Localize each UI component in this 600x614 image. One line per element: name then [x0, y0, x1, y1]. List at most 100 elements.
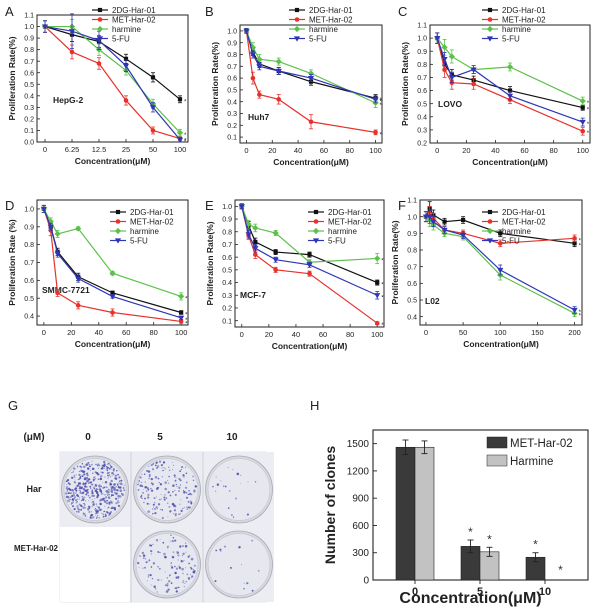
data-point-5-fu: [486, 36, 494, 42]
colony: [70, 476, 74, 480]
colony: [138, 555, 141, 557]
legend-label: 5-FU: [112, 35, 130, 44]
data-point-harmine: [75, 225, 82, 232]
colony: [148, 465, 150, 467]
x-tick-label: 100: [494, 328, 507, 337]
data-point-5-fu: [47, 224, 54, 230]
colony: [87, 494, 90, 497]
series-5-fu: *: [40, 204, 188, 324]
colony: [97, 467, 100, 469]
colony: [118, 476, 121, 479]
x-tick-label: 60: [320, 146, 328, 155]
colony: [107, 506, 110, 509]
colony: [183, 507, 185, 509]
culture-dish: [204, 527, 274, 602]
data-point-5-fu: [40, 206, 47, 213]
colony: [83, 503, 86, 506]
colony: [145, 561, 148, 564]
y-tick-label: 0.6: [227, 76, 237, 83]
colony: [91, 490, 94, 493]
colony: [74, 497, 76, 499]
colony: [76, 494, 79, 497]
colony: [77, 482, 80, 485]
x-tick-label: 100: [175, 328, 188, 337]
colony: [106, 463, 108, 465]
colony: [170, 582, 173, 584]
y-axis-label: Proliferation Rate (%): [7, 219, 17, 306]
concentration-label: 0: [85, 432, 91, 443]
colony: [84, 477, 87, 481]
data-point-met-har-02: [115, 219, 121, 224]
data-point-5-fu: [470, 67, 477, 73]
significance-star: *: [184, 99, 187, 105]
colony: [107, 507, 109, 509]
cell-line-label: L02: [425, 296, 440, 306]
colony-panel: G (μM) 0 5 10 Har MET-Har-02: [8, 398, 274, 603]
colony: [91, 491, 94, 495]
data-point-5-fu: [275, 68, 282, 75]
colony: [82, 482, 85, 485]
colony: [168, 475, 170, 478]
colony: [68, 492, 70, 494]
colony: [190, 567, 193, 570]
colony: [179, 503, 181, 505]
colony: [116, 470, 118, 472]
y-axis-label: Number of clones: [322, 446, 338, 564]
colony: [164, 571, 166, 573]
colony: [70, 502, 73, 505]
colony: [81, 491, 85, 495]
legend-label: harmine: [130, 227, 159, 236]
colony: [180, 499, 182, 501]
colony: [115, 502, 118, 505]
colony: [79, 469, 83, 472]
data-point-5-fu: [430, 219, 437, 225]
legend-label: MET-Har-02: [510, 438, 573, 450]
colony: [100, 471, 102, 473]
colony: [73, 491, 75, 493]
colony: [155, 496, 158, 498]
colony: [138, 480, 141, 482]
colony: [80, 486, 83, 490]
colony: [109, 464, 112, 466]
culture-dish: [60, 452, 130, 527]
x-axis-label: Concentration(μM): [75, 339, 151, 349]
colony: [150, 584, 152, 586]
colony: [87, 482, 89, 484]
colony: [80, 492, 82, 494]
colony: [91, 494, 94, 498]
legend-label: 2DG-Har-01: [502, 6, 546, 15]
colony: [146, 580, 148, 582]
colony: [117, 504, 121, 508]
colony: [191, 575, 194, 578]
colony: [150, 477, 154, 481]
colony: [116, 474, 118, 476]
data-point-5-fu: [441, 56, 448, 63]
colony: [251, 539, 254, 542]
colony: [76, 504, 79, 508]
colony: [84, 500, 87, 502]
data-point-2dg-har-01: [179, 310, 184, 315]
series-5-fu: *: [243, 28, 383, 105]
cell-line-label: HepG-2: [53, 95, 84, 105]
colony: [107, 462, 109, 464]
colony: [94, 478, 96, 480]
y-tick-label: 0.8: [222, 229, 232, 236]
colony: [110, 479, 113, 483]
colony: [173, 513, 175, 515]
colony: [243, 588, 245, 590]
colony: [97, 478, 100, 481]
y-tick-label: 0.3: [24, 105, 34, 112]
y-tick-label: 0.3: [417, 127, 427, 134]
colony: [192, 479, 195, 481]
colony: [91, 489, 93, 491]
colony: [169, 494, 172, 497]
data-point-2dg-har-01: [177, 97, 183, 102]
colony: [142, 491, 144, 494]
colony: [185, 581, 187, 583]
colony: [86, 517, 88, 519]
data-point-5-fu: [249, 52, 257, 58]
colony: [160, 579, 162, 581]
legend-label: 5-FU: [502, 237, 520, 246]
colony: [80, 477, 82, 479]
colony: [190, 500, 192, 502]
